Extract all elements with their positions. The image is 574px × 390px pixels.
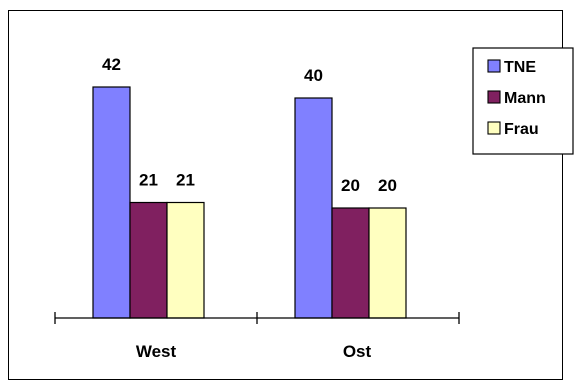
data-labels-group: 42 21 21 40 20 20 [102,55,397,195]
bar-frau-ost [368,207,407,319]
bar-mann-ost [331,207,370,319]
bar-tne-ost [294,97,333,319]
x-axis [54,312,460,324]
bar-frau-west [166,201,205,319]
legend-label-tne: TNE [504,59,536,76]
data-label-tne-west: 42 [102,55,121,74]
bars-group [92,86,407,319]
data-label-mann-ost: 20 [341,176,360,195]
category-label-west: West [136,342,177,361]
category-labels-group: West Ost [136,342,372,361]
legend-label-mann: Mann [504,90,546,107]
bar-tne-west [92,86,131,319]
data-label-tne-ost: 40 [304,66,323,85]
legend-swatch-mann [487,90,501,104]
legend: TNE Mann Frau [472,47,574,155]
legend-swatch-frau [487,121,501,135]
legend-label-frau: Frau [504,121,539,138]
legend-swatch-tne [487,59,501,73]
data-label-frau-west: 21 [176,171,195,190]
category-label-ost: Ost [343,342,372,361]
bar-mann-west [129,201,168,319]
data-label-frau-ost: 20 [378,176,397,195]
data-label-mann-west: 21 [139,171,158,190]
